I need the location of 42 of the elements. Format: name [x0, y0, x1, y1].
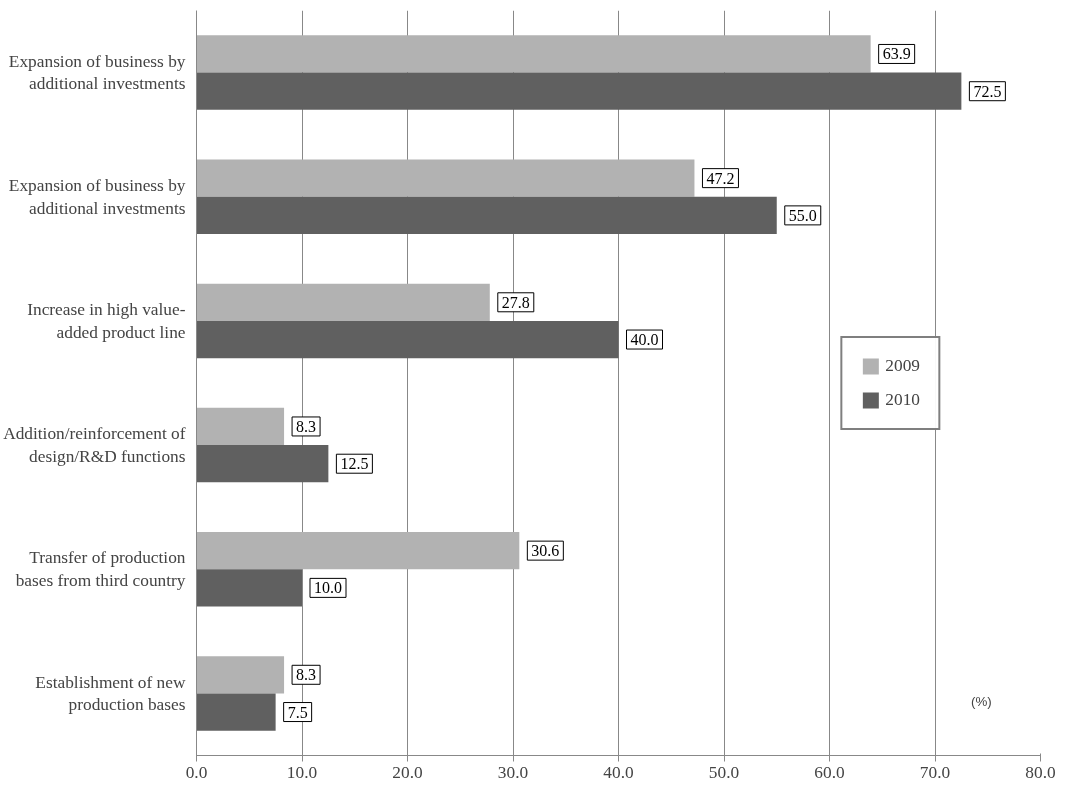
data-label: 12.5	[340, 455, 369, 473]
bar	[196, 656, 285, 694]
bar	[196, 320, 619, 359]
data-label: 63.9	[882, 45, 911, 63]
bar	[196, 532, 520, 570]
data-label: 47.2	[706, 169, 735, 187]
bar	[196, 693, 276, 731]
data-label: 27.8	[501, 293, 530, 311]
data-label: 40.0	[630, 331, 659, 349]
y-tick-label: Establishment of new production bases	[35, 672, 186, 715]
bar	[196, 445, 329, 483]
data-label: 8.3	[296, 666, 317, 684]
y-tick-label: Expansion of business by additional investments	[8, 51, 186, 94]
x-tick-label: 20.0	[392, 762, 423, 782]
y-tick-label: Transfer of production bases from third country	[15, 548, 186, 591]
data-label: 7.5	[287, 703, 308, 721]
bar	[196, 407, 285, 446]
bar	[196, 569, 302, 607]
bar	[196, 196, 777, 234]
bar	[196, 159, 695, 197]
x-tick-label: 60.0	[814, 762, 845, 782]
annotation: (%)	[971, 694, 992, 710]
x-tick-label: 10.0	[286, 762, 318, 782]
data-label: 10.0	[314, 579, 342, 597]
y-tick-label: Addition/reinforcement of design/R&D functions	[3, 424, 186, 466]
x-tick-label: 30.0	[497, 762, 529, 782]
x-tick-label: 0.0	[185, 762, 208, 782]
data-label: 72.5	[973, 82, 1002, 100]
legend-label: 2010	[885, 389, 920, 410]
x-tick-label: 50.0	[708, 762, 740, 782]
legend-label: 2009	[885, 355, 920, 376]
data-label: 30.6	[531, 542, 560, 560]
data-label: 55.0	[788, 206, 817, 224]
x-tick-label: 80.0	[1025, 762, 1056, 782]
y-tick-label: Expansion of business by additional investments	[8, 175, 186, 218]
bar	[196, 283, 490, 321]
bar	[196, 72, 962, 110]
y-tick-label: Increase in high value- added product line	[27, 300, 186, 342]
x-tick-label: 70.0	[919, 762, 951, 782]
x-tick-label: 40.0	[603, 762, 634, 782]
bar	[196, 35, 871, 73]
data-label: 8.3	[296, 417, 317, 435]
